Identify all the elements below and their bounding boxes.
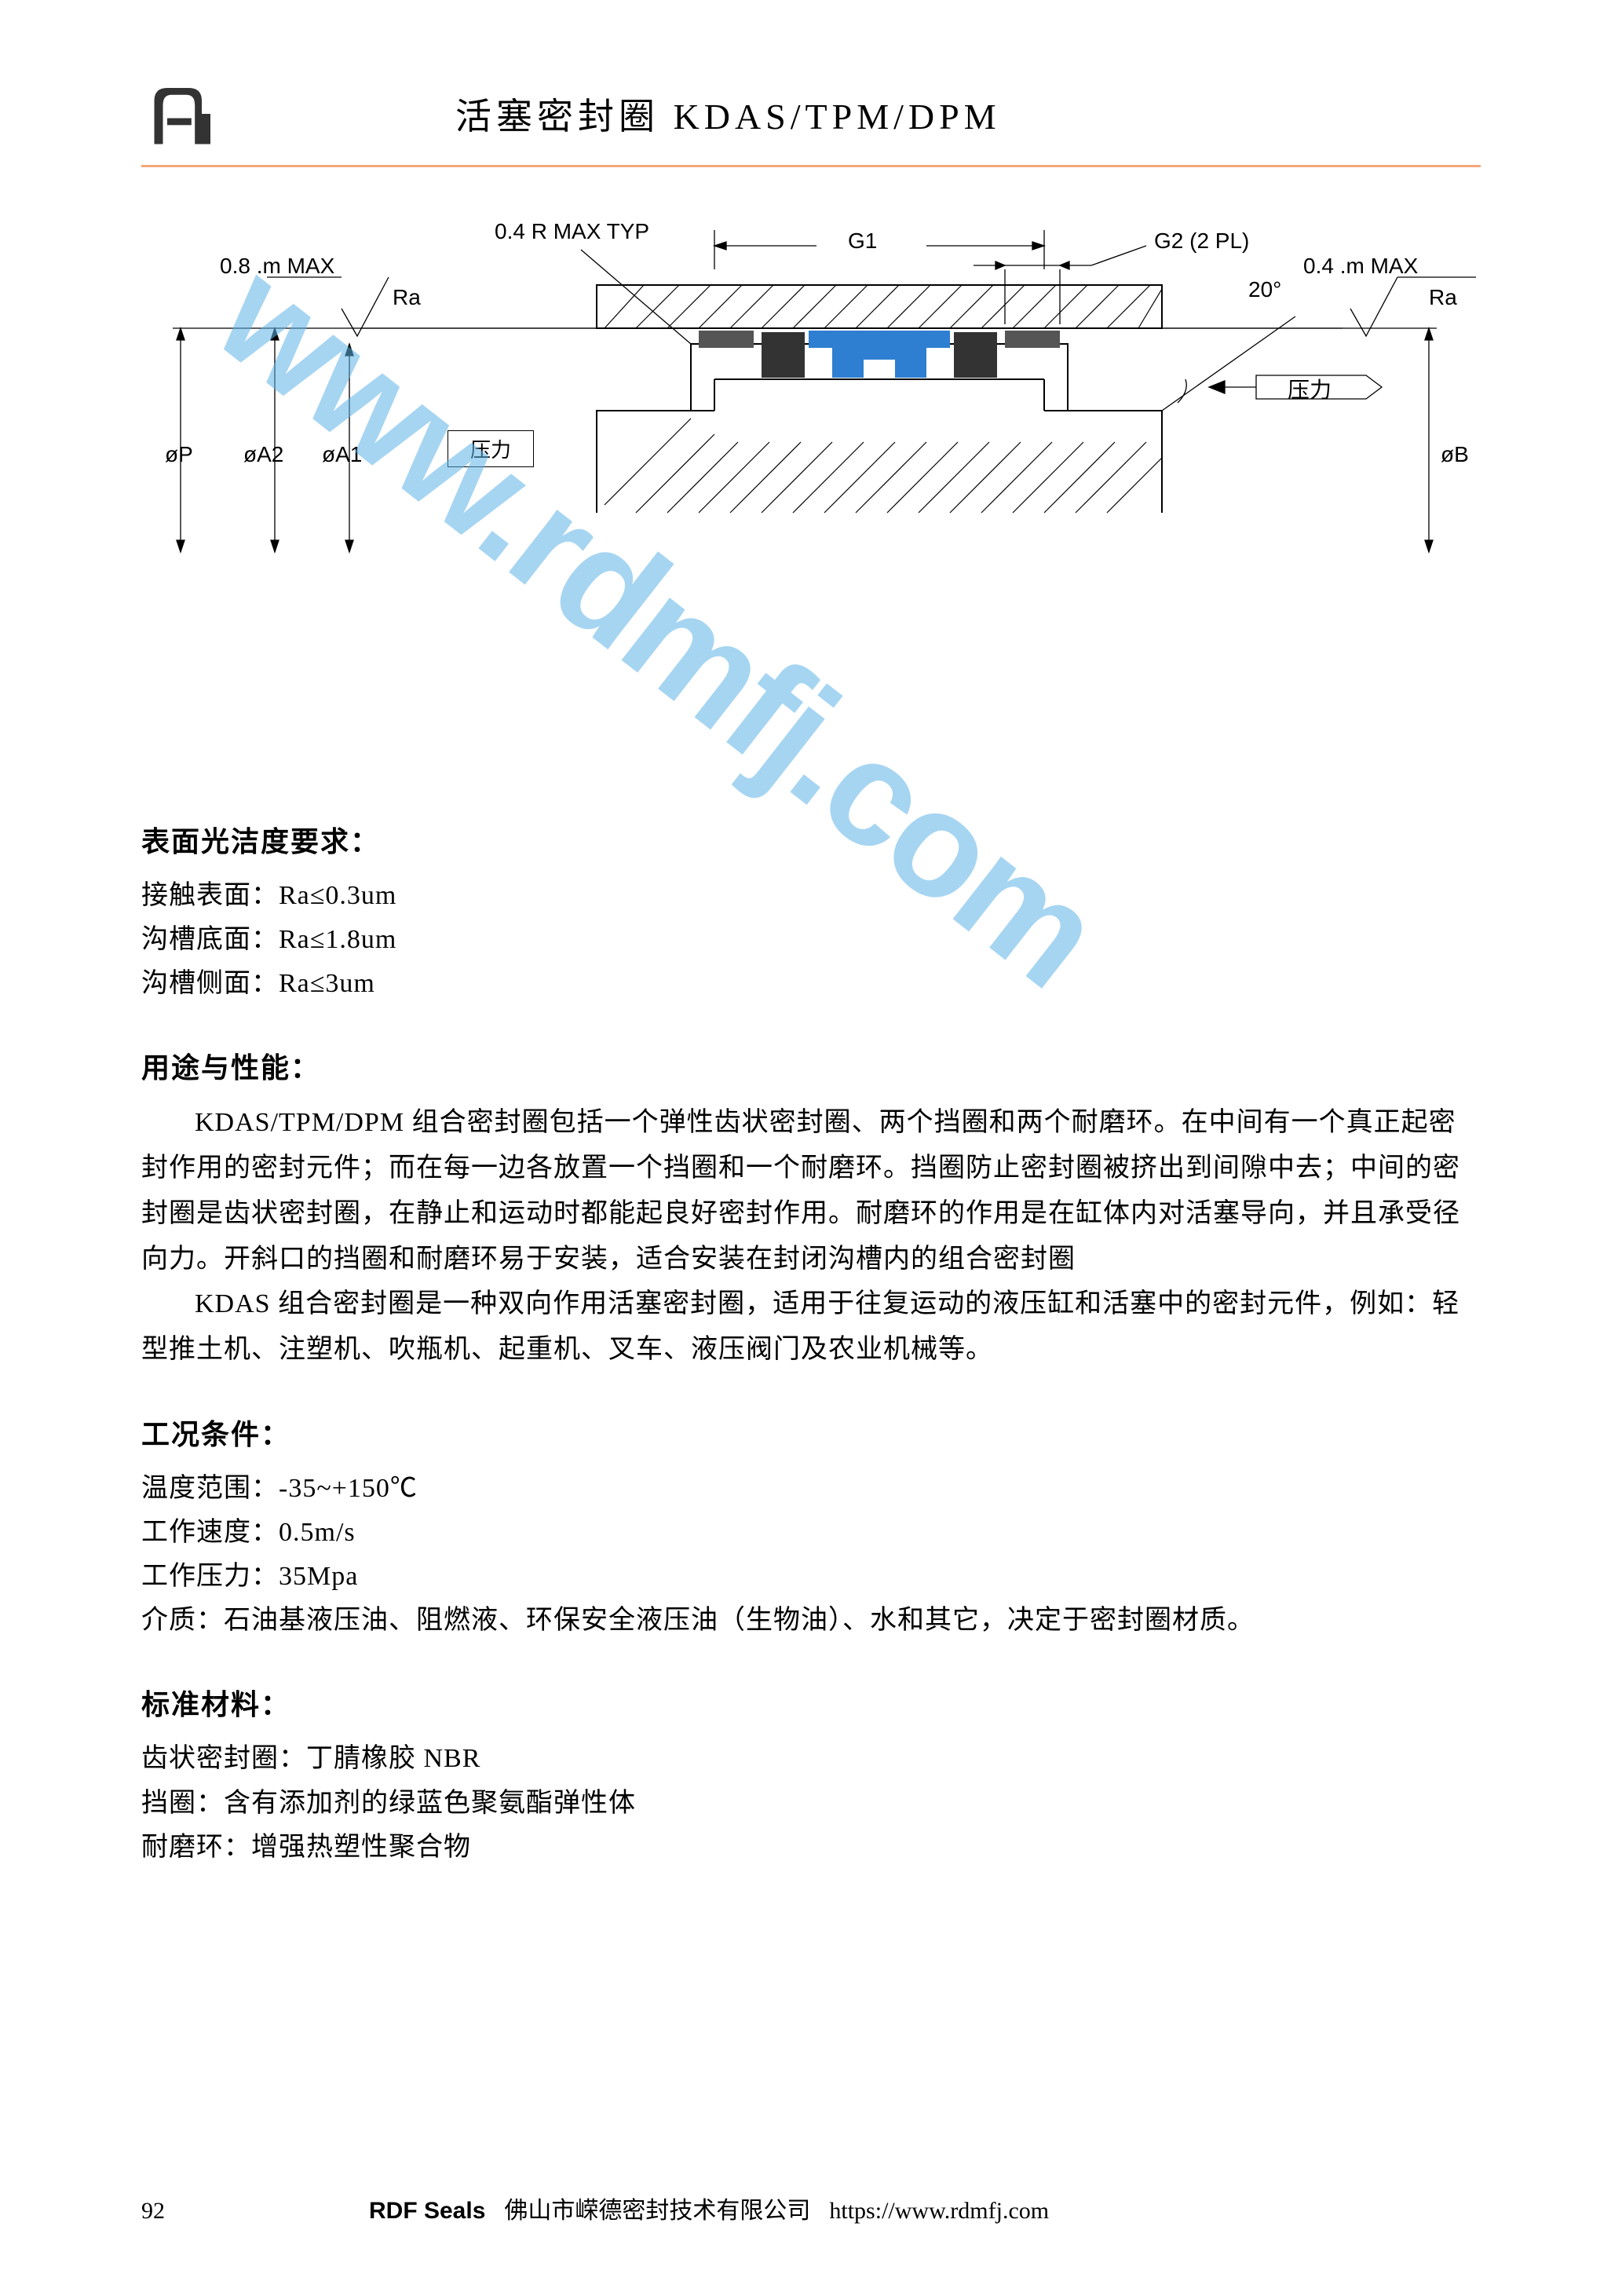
label-pressure-left: 压力 <box>448 430 534 467</box>
label-phi-p: øP <box>165 442 193 467</box>
page-header: 活塞密封圈 KDAS/TPM/DPM <box>141 71 1481 157</box>
cond-line-1: 工作速度：0.5m/s <box>141 1511 1481 1555</box>
mat-line-0: 齿状密封圈：丁腈橡胶 NBR <box>141 1737 1481 1781</box>
surface-line-0: 接触表面：Ra≤0.3um <box>141 874 1481 918</box>
section-surface: 表面光洁度要求： 接触表面：Ra≤0.3um 沟槽底面：Ra≤1.8um 沟槽侧… <box>141 819 1481 1006</box>
usage-para-0: KDAS/TPM/DPM 组合密封圈包括一个弹性齿状密封圈、两个挡圈和两个耐磨环… <box>141 1100 1481 1281</box>
label-phi-a2: øA2 <box>243 442 283 467</box>
surface-line-2: 沟槽侧面：Ra≤3um <box>141 962 1481 1006</box>
section-usage: 用途与性能： KDAS/TPM/DPM 组合密封圈包括一个弹性齿状密封圈、两个挡… <box>141 1045 1481 1373</box>
footer-brand: RDF Seals <box>369 2198 485 2225</box>
cond-line-0: 温度范围：-35~+150℃ <box>141 1467 1481 1511</box>
heading-usage: 用途与性能： <box>141 1045 1481 1086</box>
seal-logo-icon <box>141 71 228 157</box>
cond-line-3: 介质：石油基液压油、阻燃液、环保安全液压油（生物油）、水和其它，决定于密封圈材质… <box>141 1599 1481 1643</box>
page-footer: 92 RDF Seals 佛山市嵘德密封技术有限公司 https://www.r… <box>141 2191 1481 2225</box>
footer-url: https://www.rdmfj.com <box>829 2198 1049 2225</box>
label-r-max: 0.4 R MAX TYP <box>495 219 649 244</box>
label-ra-left-val: 0.8 .m MAX <box>220 254 334 279</box>
label-g1: G1 <box>848 229 877 254</box>
label-phi-b: øB <box>1441 442 1469 467</box>
title-underline <box>141 165 1481 167</box>
cond-line-2: 工作压力：35Mpa <box>141 1555 1481 1599</box>
label-angle: 20° <box>1248 277 1281 302</box>
page-number: 92 <box>141 2198 165 2225</box>
label-pressure-right: 压力 <box>1288 373 1332 404</box>
label-ra-right: Ra <box>1429 285 1457 310</box>
mat-line-2: 耐磨环：增强热塑性聚合物 <box>141 1826 1481 1870</box>
technical-diagram: 0.4 R MAX TYP G1 G2 (2 PL) 0.8 .m MAX Ra… <box>141 222 1481 631</box>
surface-line-1: 沟槽底面：Ra≤1.8um <box>141 918 1481 962</box>
footer-company: 佛山市嵘德密封技术有限公司 <box>504 2191 810 2225</box>
label-ra-left: Ra <box>393 285 421 310</box>
section-conditions: 工况条件： 温度范围：-35~+150℃ 工作速度：0.5m/s 工作压力：35… <box>141 1412 1481 1643</box>
label-ra-right-val: 0.4 .m MAX <box>1303 254 1418 279</box>
heading-conditions: 工况条件： <box>141 1412 1481 1453</box>
label-phi-a1: øA1 <box>322 442 362 467</box>
label-g2: G2 (2 PL) <box>1154 229 1249 254</box>
heading-surface: 表面光洁度要求： <box>141 819 1481 860</box>
mat-line-1: 挡圈：含有添加剂的绿蓝色聚氨酯弹性体 <box>141 1782 1481 1826</box>
heading-materials: 标准材料： <box>141 1682 1481 1723</box>
usage-para-1: KDAS 组合密封圈是一种双向作用活塞密封圈，适用于往复运动的液压缸和活塞中的密… <box>141 1281 1481 1373</box>
page-title: 活塞密封圈 KDAS/TPM/DPM <box>455 88 1001 140</box>
section-materials: 标准材料： 齿状密封圈：丁腈橡胶 NBR 挡圈：含有添加剂的绿蓝色聚氨酯弹性体 … <box>141 1682 1481 1869</box>
